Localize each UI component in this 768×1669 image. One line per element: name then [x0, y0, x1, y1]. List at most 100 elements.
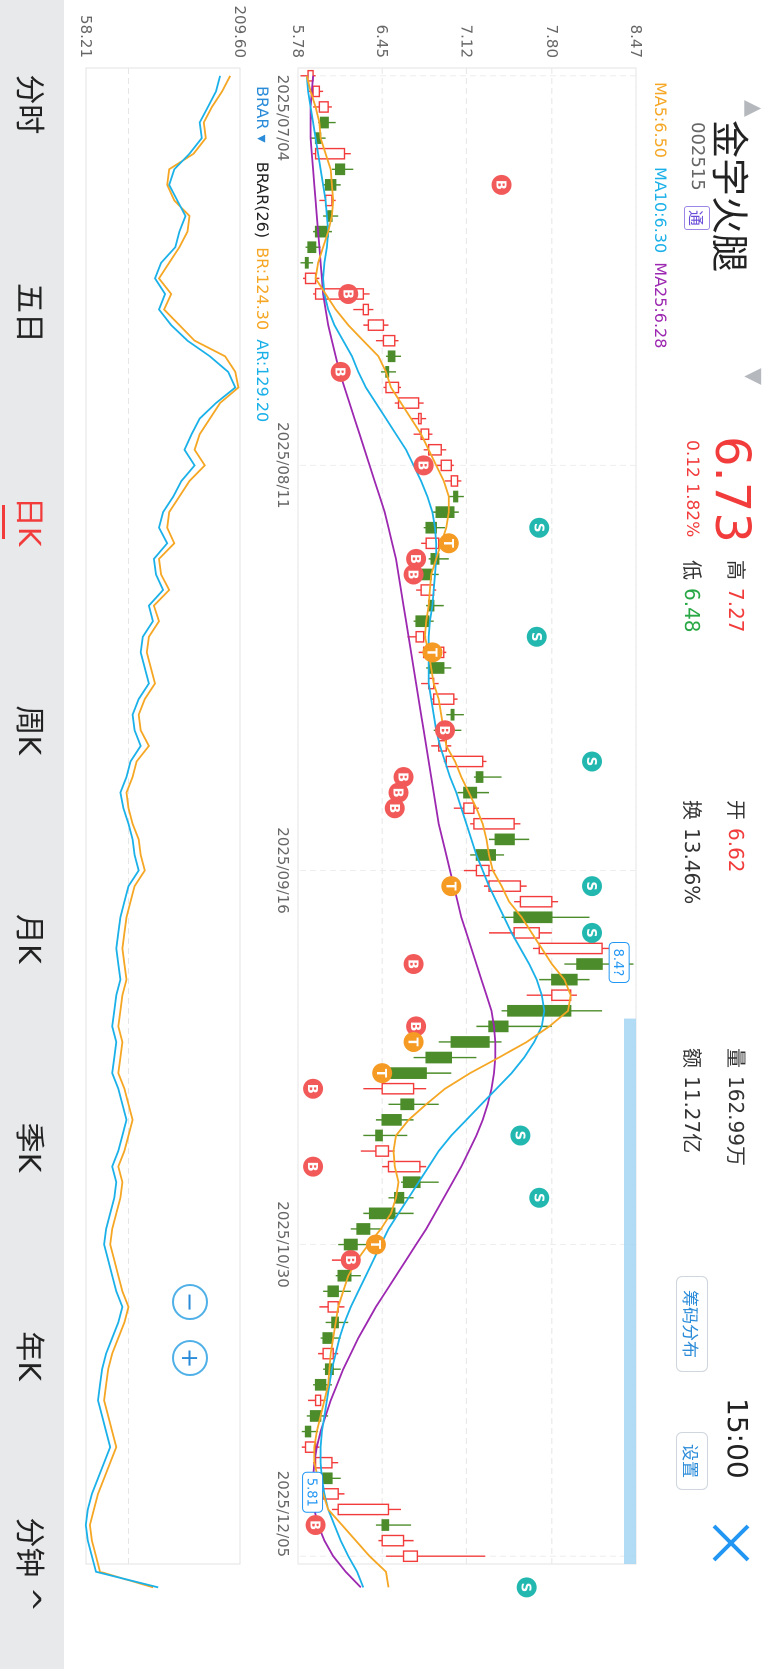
candle-body — [304, 1425, 312, 1438]
trade-marker-label: T — [423, 648, 438, 657]
candle-body — [425, 1051, 452, 1064]
zoom-out-button[interactable]: − — [172, 1284, 208, 1320]
trade-marker-s — [529, 517, 550, 538]
indicator-tick-label: 58.21 — [77, 15, 95, 58]
indicator-tick-label: 209.60 — [231, 6, 249, 59]
candle-body — [576, 958, 603, 970]
trade-marker-label: T — [373, 1069, 388, 1078]
candle-body — [551, 989, 572, 1002]
open-stat: 开6.62 — [724, 800, 748, 873]
trade-marker-b — [384, 798, 405, 819]
candle-body — [494, 833, 515, 846]
x-tick-label: 2025/08/11 — [274, 422, 292, 508]
trade-marker-label: T — [405, 1038, 420, 1047]
next-stock-arrow-icon[interactable]: ▼ — [741, 368, 766, 385]
price-change: 0.12 1.82% — [682, 440, 702, 538]
stock-name: 金字火腿 — [707, 120, 751, 273]
max-price-marker: 8.4? — [610, 949, 625, 977]
candle-body — [307, 241, 317, 254]
trade-marker-s — [582, 922, 603, 943]
candle-body — [513, 927, 540, 939]
trade-marker-b — [435, 720, 456, 741]
chip-distribution-button[interactable]: 筹码分布 — [676, 1276, 708, 1372]
quote-time: 15:00 — [721, 1398, 754, 1479]
ma5-line — [305, 75, 572, 1588]
zoom-in-button[interactable]: + — [172, 1340, 208, 1376]
tab-7[interactable]: 分钟 ^ — [10, 1460, 54, 1669]
trade-marker-label: B — [436, 725, 451, 735]
tab-0[interactable]: 分时 — [10, 0, 54, 209]
ar-line — [84, 75, 237, 1589]
trade-marker-label: T — [442, 882, 457, 891]
trade-marker-b — [413, 455, 434, 476]
trade-marker-label: B — [405, 959, 420, 969]
candle-body — [488, 880, 522, 892]
candle-body — [367, 319, 385, 331]
trade-marker-label: B — [407, 554, 422, 564]
candle-body — [381, 1114, 402, 1126]
tab-label: 季K — [11, 1122, 46, 1173]
candle-body — [327, 1285, 339, 1298]
br-line — [88, 75, 240, 1589]
x-tick-label: 2025/10/30 — [274, 1201, 292, 1287]
tab-2[interactable]: 日K — [2, 417, 54, 626]
tab-3[interactable]: 周K — [10, 626, 54, 835]
close-icon[interactable] — [708, 1520, 754, 1566]
trade-marker-label: S — [583, 757, 598, 766]
trade-marker-b — [338, 283, 359, 304]
candle-body — [322, 1332, 333, 1344]
candle-body — [385, 381, 400, 394]
trade-marker-label: S — [528, 632, 543, 641]
candle-body — [473, 817, 515, 830]
candle-body — [450, 1036, 490, 1048]
trade-marker-s — [529, 1187, 550, 1208]
candle-body — [387, 350, 396, 363]
trade-marker-t — [365, 1234, 386, 1255]
current-price: 6.73 — [704, 436, 760, 543]
tab-1[interactable]: 五日 — [10, 209, 54, 418]
candle-body — [400, 1098, 415, 1111]
trade-marker-label: B — [407, 1021, 422, 1031]
trade-marker-b — [305, 1515, 326, 1536]
candle-body — [314, 1378, 327, 1391]
min-price-marker-box — [302, 1471, 324, 1513]
x-tick-label: 2025/09/16 — [274, 827, 292, 913]
prev-stock-arrow-icon[interactable]: ▲ — [741, 100, 766, 117]
trade-marker-b — [303, 1156, 324, 1177]
tab-4[interactable]: 月K — [10, 835, 54, 1044]
candle-body — [318, 101, 329, 113]
min-price-marker: 5.81 — [304, 1478, 319, 1507]
trade-marker-label: B — [415, 460, 430, 470]
indicator-frame — [85, 67, 241, 1565]
trade-marker-label: T — [440, 539, 455, 548]
trade-marker-label: B — [342, 1255, 357, 1265]
candle-body — [314, 1456, 333, 1469]
tab-label: 五日 — [11, 282, 46, 343]
y-tick-label: 6.45 — [373, 25, 391, 58]
settings-button[interactable]: 设置 — [676, 1432, 708, 1490]
trade-marker-label: B — [390, 788, 405, 798]
candle-body — [488, 1020, 509, 1033]
ma25-line — [309, 75, 497, 1589]
trade-marker-s — [526, 626, 547, 647]
x-tick-label: 2025/07/04 — [274, 75, 292, 161]
candle-body — [324, 179, 337, 191]
candle-body — [381, 1082, 415, 1095]
candle-body — [304, 272, 317, 285]
tab-label: 分钟 ^ — [11, 1517, 46, 1613]
quote-header: ▲ ▼ 金字火腿 002515 通 6.73 0.12 1.82% 高7.27 … — [676, 0, 768, 1669]
trade-marker-b — [393, 767, 414, 788]
volume-stat: 量162.99万 — [724, 1048, 748, 1166]
tab-label: 分时 — [11, 74, 46, 135]
candle-body — [356, 1223, 371, 1235]
main-chart-frame — [297, 67, 637, 1565]
stock-code: 002515 — [687, 122, 708, 191]
turnover-stat: 换13.46% — [680, 800, 704, 905]
candle-body — [417, 412, 422, 425]
tab-5[interactable]: 季K — [10, 1043, 54, 1252]
trade-marker-label: S — [511, 1131, 526, 1140]
tab-6[interactable]: 年K — [10, 1252, 54, 1461]
kline-chart-area[interactable]: MA5:6.50 MA10:6.30 MA25:6.28 BRAR ▾ BRAR… — [68, 0, 676, 1669]
high-value: 7.27 — [724, 588, 748, 633]
trade-marker-b — [406, 1016, 427, 1037]
